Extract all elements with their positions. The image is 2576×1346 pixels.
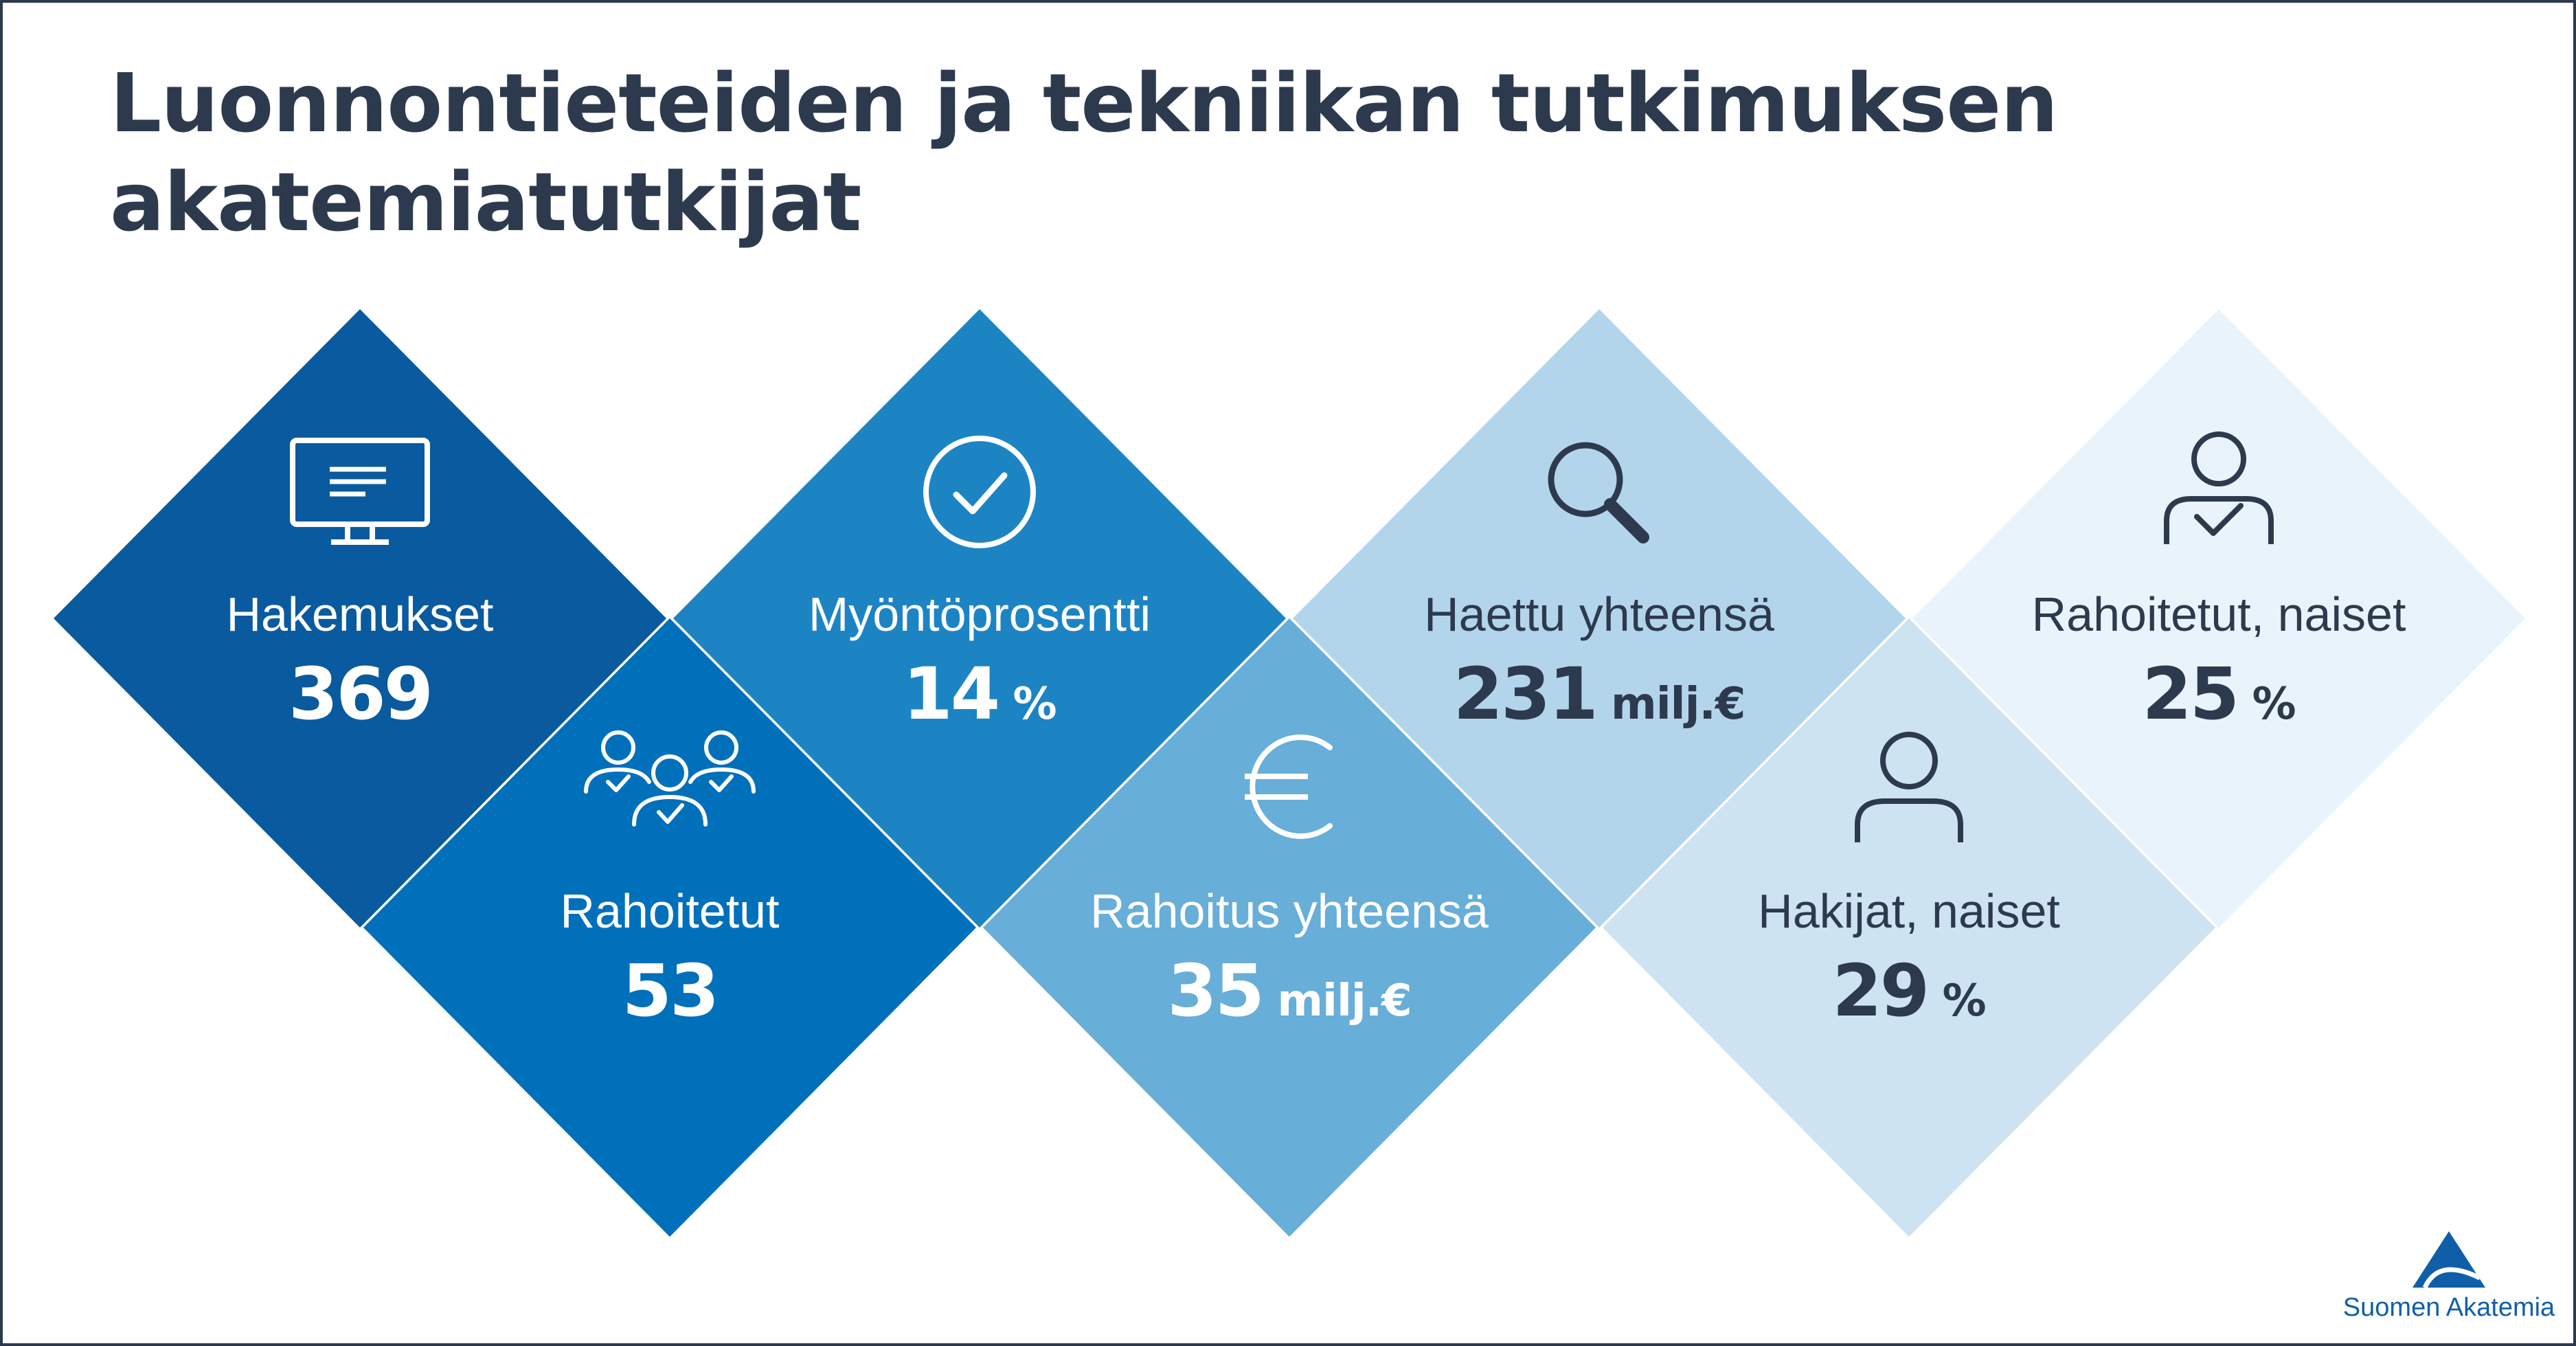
value-hakijat-naiset: 29 % — [1832, 949, 1986, 1042]
label-hakijat-naiset: Hakijat, naiset — [1758, 884, 2060, 938]
person-check-icon — [2164, 431, 2274, 544]
logo-text: Suomen Akatemia — [2342, 1293, 2555, 1322]
group-check-icon — [584, 730, 756, 827]
number-rahoitus-yhteensa: 35 — [1167, 949, 1265, 1033]
logo-triangle-icon — [2413, 1231, 2485, 1289]
value-haettu-yhteensa: 231 milj.€ — [1453, 652, 1746, 745]
check-circle-icon — [923, 436, 1036, 548]
diamond-rahoitetut — [363, 618, 976, 1237]
number-rahoitetut-naiset: 25 — [2142, 652, 2239, 736]
page-title: Luonnontieteiden ja tekniikan tutkimukse… — [110, 54, 2308, 251]
unit-rahoitus-yhteensa: milj.€ — [1263, 976, 1412, 1027]
label-rahoitus-yhteensa: Rahoitus yhteensä — [1090, 884, 1489, 938]
title-line-2: akatemiatutkijat — [110, 155, 861, 249]
label-haettu-yhteensa: Haettu yhteensä — [1424, 587, 1774, 641]
title-line-1: Luonnontieteiden ja tekniikan tutkimukse… — [110, 56, 2058, 150]
monitor-icon — [290, 438, 430, 545]
diamond-hakijat-naiset — [1603, 618, 2215, 1237]
label-rahoitetut: Rahoitetut — [560, 884, 780, 938]
euro-icon — [1245, 734, 1333, 839]
value-rahoitus-yhteensa: 35 milj.€ — [1167, 949, 1412, 1042]
label-myontoprosentti: Myöntöprosentti — [808, 587, 1151, 641]
number-rahoitetut: 53 — [622, 949, 720, 1033]
diamond-myontoprosentti — [673, 309, 1286, 928]
unit-haettu-yhteensa: milj.€ — [1596, 679, 1745, 730]
number-haettu-yhteensa: 231 — [1453, 652, 1598, 736]
unit-hakijat-naiset: % — [1928, 976, 1986, 1027]
number-myontoprosentti: 14 — [903, 652, 1000, 736]
diamond-rahoitus-yhteensa — [983, 618, 1596, 1237]
value-myontoprosentti: 14 % — [903, 652, 1057, 745]
diamond-rahoitetut-naiset — [1912, 309, 2525, 928]
value-rahoitetut: 53 — [622, 949, 720, 1033]
label-rahoitetut-naiset: Rahoitetut, naiset — [2031, 587, 2406, 641]
suomen-akatemia-logo: Suomen Akatemia — [2342, 1230, 2555, 1333]
number-hakemukset: 369 — [288, 652, 433, 736]
diamond-haettu-yhteensa — [1293, 309, 1906, 928]
unit-myontoprosentti: % — [998, 679, 1057, 730]
value-hakemukset: 369 — [288, 652, 433, 736]
label-hakemukset: Hakemukset — [226, 587, 494, 641]
unit-rahoitetut-naiset: % — [2237, 679, 2296, 730]
diamond-hakemukset — [54, 309, 666, 928]
number-hakijat-naiset: 29 — [1832, 949, 1930, 1033]
search-icon — [1548, 442, 1649, 543]
person-icon — [1855, 732, 1963, 842]
value-rahoitetut-naiset: 25 % — [2142, 652, 2296, 745]
